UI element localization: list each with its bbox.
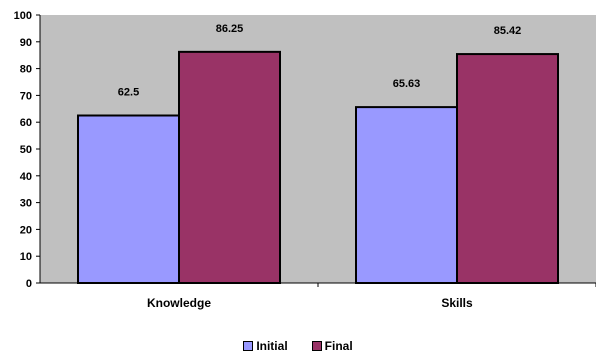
legend-label-final: Final: [324, 339, 353, 353]
x-axis: Knowledge Skills: [40, 282, 596, 310]
bar-final-knowledge: [178, 50, 281, 284]
legend-item-final: Final: [311, 339, 353, 353]
legend-label-initial: Initial: [256, 339, 288, 353]
data-label: 62.5: [118, 87, 139, 99]
y-tick-label: 80: [20, 64, 32, 76]
y-tick-label: 70: [20, 90, 32, 102]
y-tick-label: 40: [20, 171, 32, 183]
bar-chart: 0 10 20 30 40 50 60 70 80 90 100 62.5 86.25 65.63 85.…: [14, 10, 596, 310]
legend-swatch-final: [311, 341, 322, 351]
bar-series: [77, 50, 559, 284]
y-tick-label: 60: [20, 117, 32, 129]
data-label: 85.42: [494, 25, 522, 37]
y-tick-label: 30: [20, 198, 32, 210]
y-tick-label: 100: [14, 10, 32, 22]
x-category-label: Knowledge: [147, 296, 211, 310]
data-labels: 62.5 86.25 65.63 85.42: [118, 23, 521, 99]
data-label: 86.25: [216, 23, 244, 35]
y-tick-label: 90: [20, 37, 32, 49]
legend-swatch-initial: [243, 341, 254, 351]
y-tick-label: 0: [26, 278, 32, 290]
legend-item-initial: Initial: [243, 339, 288, 353]
legend: Initial Final: [0, 338, 596, 354]
bar-initial-skills: [355, 106, 458, 284]
bar-initial-knowledge: [77, 114, 180, 284]
data-label: 65.63: [393, 78, 421, 90]
y-tick-label: 10: [20, 251, 32, 263]
x-category-label: Skills: [441, 296, 473, 310]
y-tick-label: 50: [20, 144, 32, 156]
y-axis: 0 10 20 30 40 50 60 70 80 90 100: [14, 10, 41, 290]
y-tick-label: 20: [20, 224, 32, 236]
bar-final-skills: [456, 53, 559, 284]
